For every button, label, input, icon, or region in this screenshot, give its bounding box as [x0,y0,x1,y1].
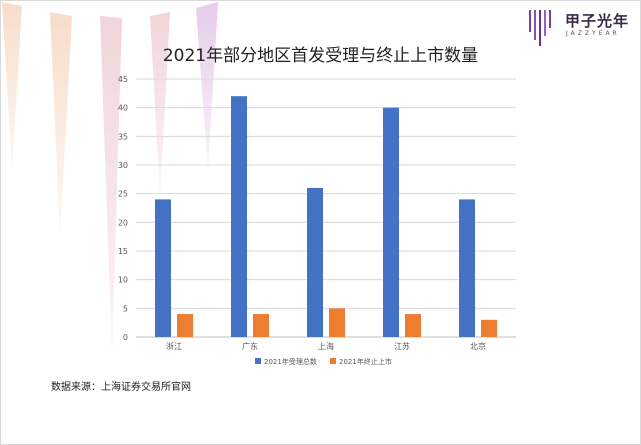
bar-terminated [177,314,193,337]
y-tick-label: 40 [118,104,128,113]
legend-swatch [255,358,261,364]
y-tick-label: 35 [118,132,128,141]
x-tick-label: 浙江 [166,341,182,351]
y-tick-label: 45 [118,75,128,84]
x-tick-label: 北京 [470,341,486,351]
y-tick-label: 30 [118,161,128,170]
bar-accepted [155,199,171,337]
bar-terminated [481,319,497,337]
y-tick-label: 15 [118,247,128,256]
y-tick-label: 25 [118,190,128,199]
brand-name: 甲子光年 [565,12,630,30]
legend-swatch [330,358,336,364]
striped-bars-logo-icon [529,10,551,46]
legend-label: 2021年终止上市 [339,357,392,366]
x-tick-label: 上海 [318,341,334,351]
bar-terminated [253,314,269,337]
y-tick-label: 0 [123,333,128,342]
bar-accepted [307,187,323,337]
legend-label: 2021年受理总数 [264,357,317,366]
y-tick-label: 10 [118,276,128,285]
bar-terminated [405,314,421,337]
source-note: 数据来源：上海证券交易所官网 [51,382,191,393]
x-tick-label: 江苏 [394,341,410,351]
brand-subtitle: JAZZYEAR [566,30,620,37]
bar-accepted [231,96,247,337]
bar-terminated [329,308,345,337]
y-tick-label: 5 [123,304,128,313]
x-tick-label: 广东 [242,341,258,351]
bar-accepted [383,107,399,338]
y-tick-label: 20 [118,218,128,227]
bar-accepted [459,199,475,337]
chart-title: 2021年部分地区首发受理与终止上市数量 [162,46,479,66]
